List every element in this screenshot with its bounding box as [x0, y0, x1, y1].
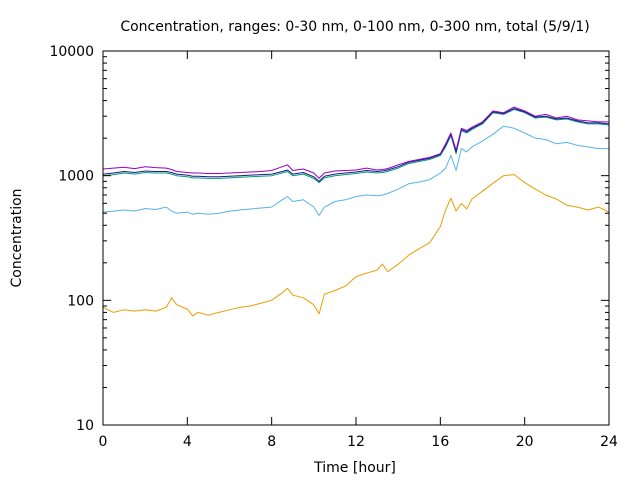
ticks-layer: 0 4 8 12 16 20 24 10 100 1000 10000 — [49, 44, 618, 450]
series-layer — [102, 106, 610, 317]
series-line-4 — [102, 108, 610, 182]
series-line-2 — [102, 125, 609, 216]
plot-frame — [102, 50, 610, 426]
y-tick-label: 100 — [67, 293, 94, 309]
x-tick-label: 20 — [516, 434, 534, 450]
y-tick-label: 10 — [76, 418, 94, 434]
x-tick-label: 4 — [183, 434, 192, 450]
y-tick-label: 10000 — [49, 44, 94, 60]
x-axis-label: Time [hour] — [313, 460, 396, 476]
series-line-3 — [102, 108, 610, 184]
x-tick-label: 24 — [600, 434, 618, 450]
series-line-1 — [102, 174, 610, 317]
x-tick-label: 8 — [267, 434, 276, 450]
x-tick-label: 16 — [431, 434, 449, 450]
y-tick-label: 1000 — [58, 169, 94, 185]
x-tick-label: 12 — [347, 434, 365, 450]
x-tick-label: 0 — [99, 434, 108, 450]
chart-title: Concentration, ranges: 0-30 nm, 0-100 nm… — [120, 19, 589, 35]
y-axis-label: Concentration — [9, 188, 25, 287]
series-line-5 — [102, 106, 609, 179]
